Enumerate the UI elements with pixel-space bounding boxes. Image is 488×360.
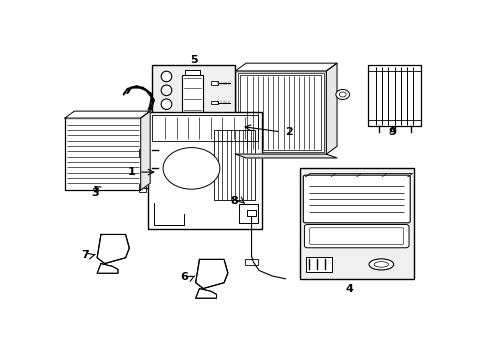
Bar <box>210 101 217 104</box>
Polygon shape <box>195 260 227 288</box>
FancyBboxPatch shape <box>303 175 409 223</box>
Bar <box>240 75 321 150</box>
Bar <box>152 115 258 141</box>
FancyBboxPatch shape <box>304 225 408 248</box>
Text: 6: 6 <box>180 273 188 283</box>
Bar <box>182 75 203 112</box>
Bar <box>239 204 258 223</box>
Bar <box>244 259 258 265</box>
Bar <box>299 168 413 279</box>
Polygon shape <box>235 63 336 71</box>
Ellipse shape <box>368 259 393 270</box>
Text: 8: 8 <box>230 196 238 206</box>
Polygon shape <box>195 288 216 298</box>
Bar <box>246 210 256 216</box>
Polygon shape <box>141 111 150 190</box>
Ellipse shape <box>373 262 388 267</box>
Bar <box>210 81 217 85</box>
Circle shape <box>339 92 346 97</box>
Bar <box>139 149 146 157</box>
Circle shape <box>335 90 349 99</box>
Polygon shape <box>97 264 118 273</box>
Text: 7: 7 <box>81 250 89 260</box>
Ellipse shape <box>161 85 171 96</box>
Text: 9: 9 <box>388 127 396 137</box>
Polygon shape <box>97 234 129 264</box>
Bar <box>139 184 146 192</box>
Polygon shape <box>65 111 150 118</box>
Bar <box>65 118 141 190</box>
Bar <box>152 66 235 121</box>
Bar <box>148 112 262 229</box>
Polygon shape <box>326 63 336 154</box>
Text: 3: 3 <box>91 188 99 198</box>
Bar <box>238 73 323 152</box>
Text: 4: 4 <box>345 284 352 294</box>
Bar <box>214 130 255 200</box>
Bar <box>305 257 331 272</box>
Bar <box>235 71 326 154</box>
Circle shape <box>163 148 220 189</box>
Bar <box>367 66 420 126</box>
Text: 1: 1 <box>127 167 135 177</box>
Text: 5: 5 <box>189 55 197 65</box>
Ellipse shape <box>161 71 171 82</box>
Polygon shape <box>235 154 336 158</box>
Ellipse shape <box>161 99 171 109</box>
Bar <box>185 69 200 75</box>
Text: 2: 2 <box>284 127 292 137</box>
